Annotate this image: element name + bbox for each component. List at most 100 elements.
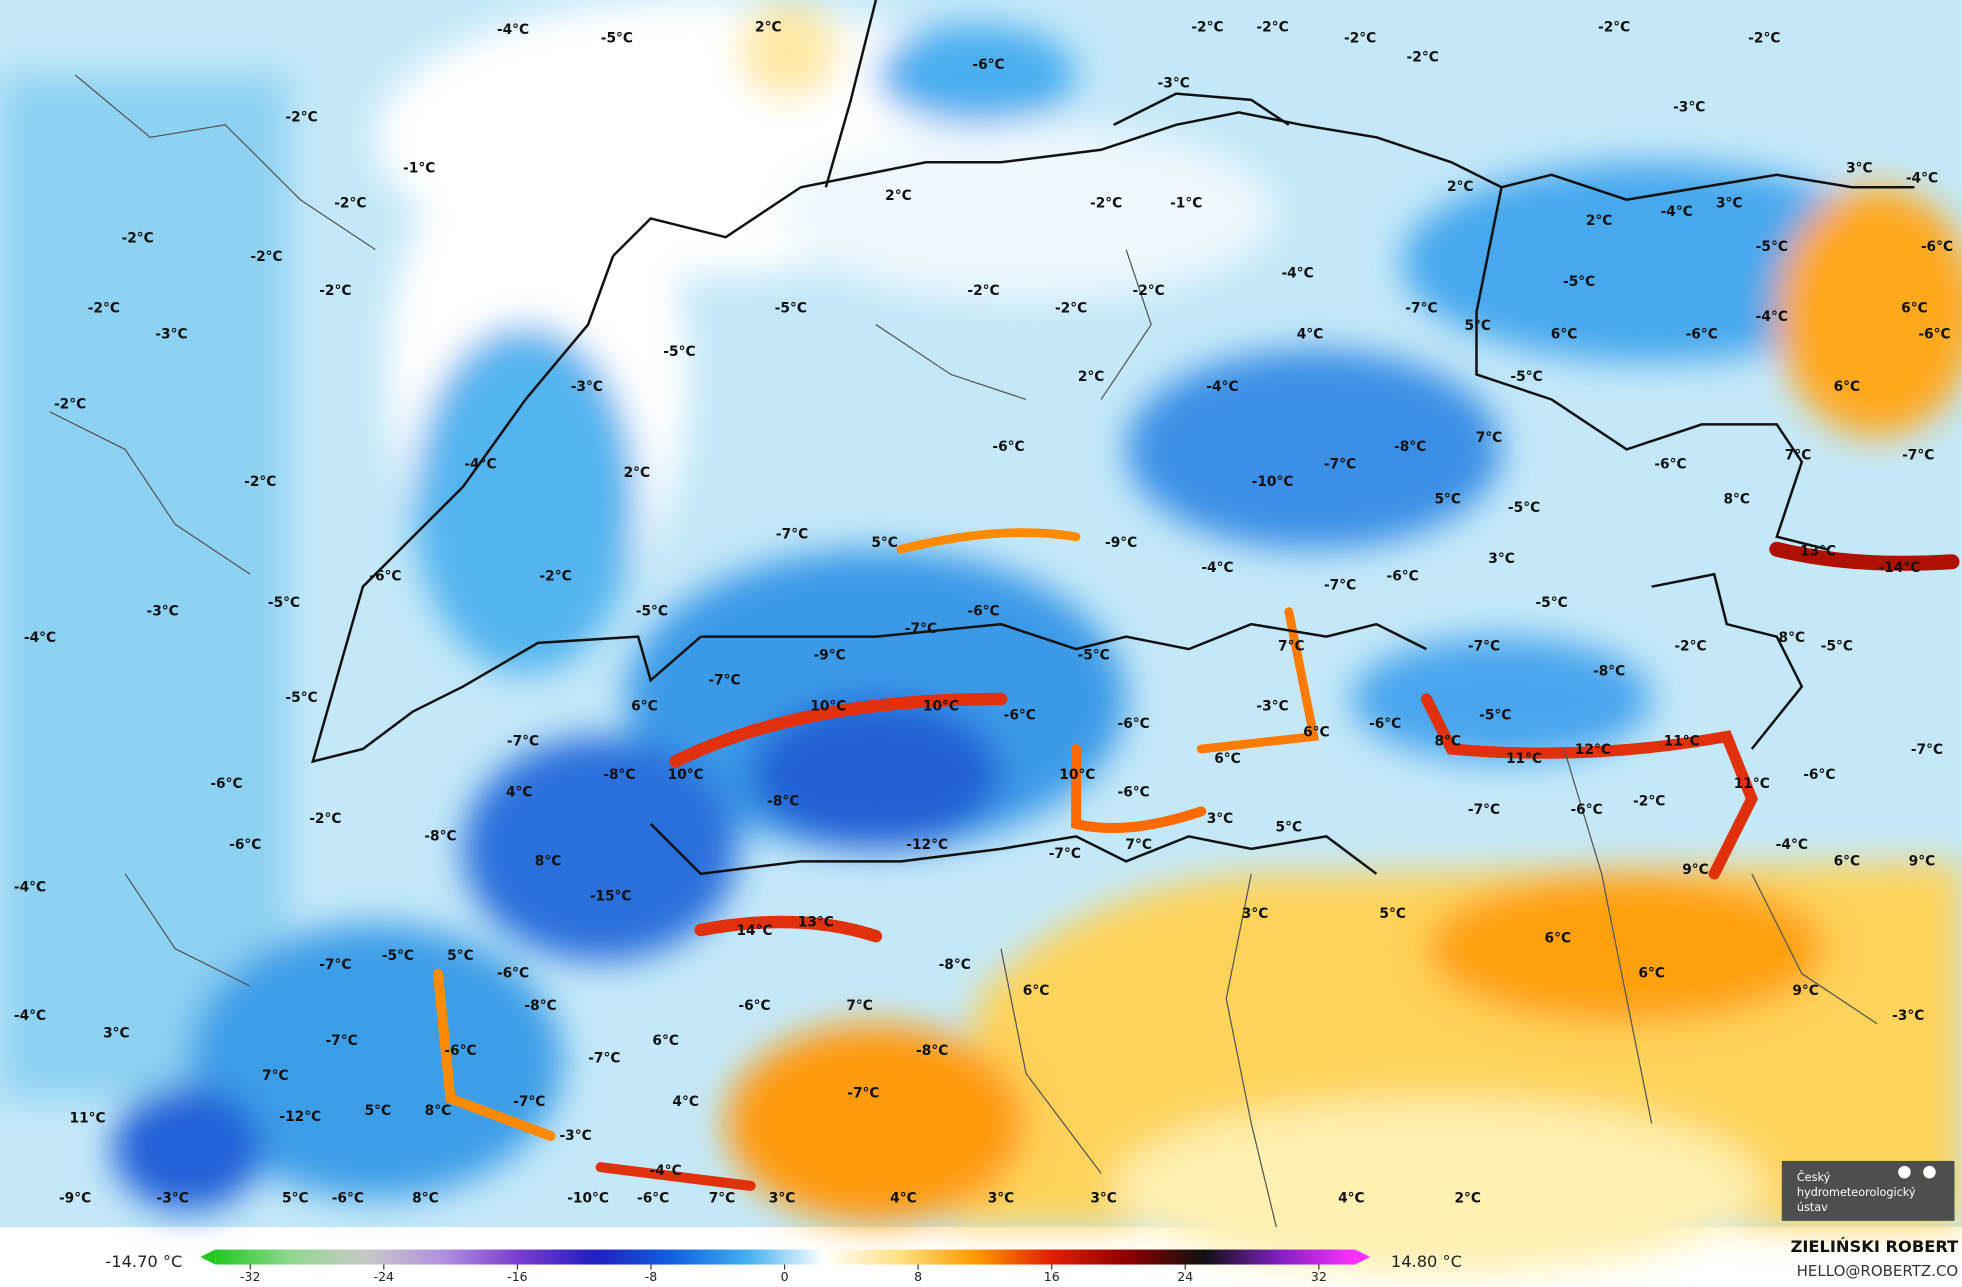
temperature-label: -2°C (1748, 31, 1780, 47)
temperature-label: 3°C (103, 1026, 130, 1042)
temperature-label: 2°C (1447, 179, 1474, 195)
colorbar-tick-label: -16 (507, 1269, 527, 1284)
temperature-label: 5°C (365, 1103, 392, 1119)
temperature-label: 5°C (1276, 820, 1303, 836)
temperature-label: -5°C (636, 604, 668, 620)
temperature-label: 6°C (1551, 327, 1578, 343)
temperature-label: -9°C (59, 1190, 91, 1206)
temperature-label: -7°C (905, 621, 937, 637)
temperature-label: -2°C (1633, 793, 1665, 809)
temperature-label: 2°C (755, 19, 782, 35)
temperature-label: -12°C (906, 837, 948, 853)
temperature-label: -7°C (1324, 577, 1356, 593)
temperature-label: -6°C (1686, 327, 1718, 343)
borders (49, 0, 1915, 1228)
colorbar-tick-label: -24 (374, 1269, 394, 1284)
logo-text: Český (1797, 1171, 1831, 1184)
temperature-label: 4°C (1297, 327, 1324, 343)
temperature-label: -2°C (319, 283, 351, 299)
temperature-label: -2°C (1090, 195, 1122, 211)
temperature-label: -5°C (1508, 500, 1540, 516)
temperature-label: 7°C (1476, 430, 1503, 446)
temperature-label: 11°C (1664, 734, 1700, 750)
temperature-label: 11°C (1734, 776, 1770, 792)
temperature-label: 9°C (1909, 853, 1936, 869)
temperature-label: -6°C (229, 837, 261, 853)
temperature-label: 3°C (1090, 1190, 1117, 1206)
temperature-label: -6°C (992, 439, 1024, 455)
temperature-label: -4°C (1661, 204, 1693, 220)
temperature-label: 3°C (1716, 195, 1743, 211)
temperature-label: -4°C (1756, 309, 1788, 325)
temperature-label: 10°C (923, 699, 959, 715)
temperature-label: -6°C (967, 604, 999, 620)
temperature-label: -6°C (1369, 716, 1401, 732)
temperature-label: -6°C (444, 1043, 476, 1059)
temperature-label: 12°C (1575, 742, 1611, 758)
temperature-label: -3°C (155, 327, 187, 343)
temperature-label: -7°C (513, 1094, 545, 1110)
temperature-label: 4°C (1338, 1190, 1365, 1206)
temperature-label: 3°C (1242, 906, 1269, 922)
colorbar-end (200, 1249, 216, 1265)
temperature-label: -3°C (1673, 99, 1705, 115)
temperature-label: -2°C (122, 230, 154, 246)
temperature-label: 5°C (1434, 491, 1461, 507)
temperature-label: -2°C (1344, 31, 1376, 47)
temperature-label: -2°C (1674, 639, 1706, 655)
temperature-label: -4°C (1776, 837, 1808, 853)
temperature-label: -4°C (14, 880, 46, 896)
temperature-label: 6°C (1901, 300, 1928, 316)
temperature-label: 6°C (1023, 983, 1050, 999)
temperature-label: 6°C (1638, 966, 1665, 982)
temperature-label: 6°C (1214, 751, 1241, 767)
temperature-label: -7°C (776, 526, 808, 542)
colorbar-end (1355, 1249, 1371, 1265)
footer: -14.70 °C 14.80 °C -32 -24 -16 -8 0 8 16 24 32 Z… (105, 1237, 1958, 1284)
temperature-label: -2°C (334, 195, 366, 211)
temperature-label: -10°C (567, 1190, 609, 1206)
temperature-label: -2°C (1407, 49, 1439, 65)
temperature-label: 8°C (1723, 491, 1750, 507)
temperature-label: 6°C (1545, 931, 1572, 947)
temperature-label: 8°C (535, 853, 562, 869)
colorbar-tick-label: -8 (645, 1269, 658, 1284)
colorbar-tick-label: 24 (1177, 1269, 1193, 1284)
temperature-label: -6°C (210, 776, 242, 792)
temperature-label: -7°C (1468, 639, 1500, 655)
colorbar-tick-label: 16 (1044, 1269, 1060, 1284)
temperature-label: 3°C (988, 1190, 1015, 1206)
temperature-label: -2°C (88, 300, 120, 316)
temperature-label: -6°C (1654, 456, 1686, 472)
temperature-label: 8°C (1434, 734, 1461, 750)
temperature-label: -7°C (708, 672, 740, 688)
temperature-label: 6°C (652, 1033, 679, 1049)
temperature-label: -3°C (147, 604, 179, 620)
temperature-label: -6°C (637, 1190, 669, 1206)
temperature-label: 14°C (736, 923, 772, 939)
temperature-label: -9°C (813, 647, 845, 663)
temperature-label: -5°C (1479, 707, 1511, 723)
temperature-label: -5°C (601, 31, 633, 47)
temperature-label: -5°C (663, 344, 695, 360)
temperature-label: -3°C (1256, 699, 1288, 715)
temperature-label: 3°C (1846, 161, 1873, 177)
temperature-label: -4°C (464, 456, 496, 472)
temperature-label: -6°C (1004, 707, 1036, 723)
temperature-label: 10°C (810, 699, 846, 715)
logo: Český hydrometeorologický ústav (1781, 1160, 1955, 1221)
temperature-label: -5°C (268, 595, 300, 611)
temperature-label: -5°C (285, 690, 317, 706)
temperature-label: 2°C (624, 465, 651, 481)
temperature-label: -5°C (1077, 647, 1109, 663)
temperature-label: -3°C (1158, 76, 1190, 92)
temperature-label: -3°C (571, 379, 603, 395)
temperature-label: -7°C (1468, 802, 1500, 818)
temperature-label: -6°C (369, 569, 401, 585)
colorbar (215, 1249, 1356, 1265)
colorbar-tick-label: 0 (781, 1269, 789, 1284)
temperature-label: 10°C (1059, 767, 1095, 783)
warm-ridges (432, 528, 1960, 1191)
temperature-label: -8°C (916, 1043, 948, 1059)
